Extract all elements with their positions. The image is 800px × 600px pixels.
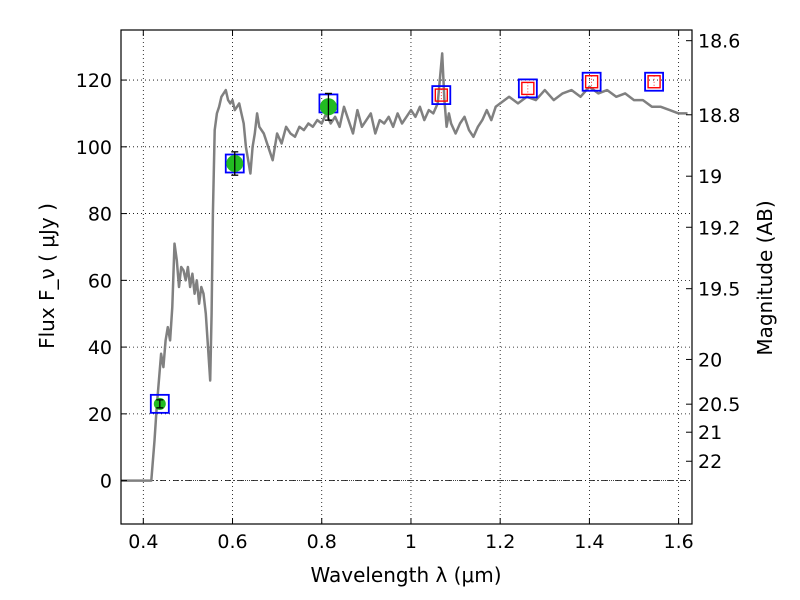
model-box-series (149, 71, 664, 414)
y-tick-label: 80 (88, 204, 112, 226)
y-tick-label: 100 (76, 137, 112, 159)
right-tick-label: 18.8 (698, 105, 740, 127)
right-tick-label: 19 (698, 166, 722, 188)
model-box-marker (149, 393, 170, 414)
right-tick-label: 20.5 (698, 394, 740, 416)
model-box-marker (431, 85, 452, 105)
x-axis-label: Wavelength λ (μm) (310, 563, 501, 587)
x-tick-label: 0.4 (128, 531, 158, 553)
right-tick-label: 21 (698, 422, 722, 444)
y-tick-label: 20 (88, 404, 112, 426)
x-tick-label: 0.8 (307, 531, 337, 553)
y-tick-label: 60 (88, 270, 112, 292)
upper-limit-series (434, 75, 661, 102)
right-axis-ticks: 18.6 18.8 19 19.2 19.5 20 20.5 21 22 (686, 31, 740, 473)
right-tick-label: 18.6 (698, 31, 740, 53)
right-axis-label: Magnitude (AB) (753, 200, 777, 355)
y-axis-ticks: 0 20 40 60 80 100 120 (76, 70, 127, 493)
grid-lines (121, 30, 692, 524)
y-tick-label: 0 (100, 471, 112, 493)
right-tick-label: 22 (698, 451, 722, 473)
x-tick-label: 1.6 (664, 531, 694, 553)
x-tick-label: 1.4 (574, 531, 604, 553)
model-box-marker (517, 78, 538, 99)
model-box-marker (644, 71, 664, 92)
observed-flux-series (153, 92, 337, 410)
plot-frame (120, 29, 693, 525)
x-tick-label: 1.2 (485, 531, 515, 553)
y-axis-label: Flux F_ν ( μJy ) (35, 203, 59, 349)
x-tick-label: 0.6 (217, 531, 247, 553)
x-tick-label: 1 (405, 531, 417, 553)
y-tick-label: 120 (76, 70, 112, 92)
x-axis-ticks: 0.4 0.6 0.8 1 1.2 1.4 1.6 (128, 30, 694, 553)
spectrum-line (121, 52, 688, 482)
y-tick-label: 40 (88, 337, 112, 359)
right-tick-label: 19.2 (698, 217, 740, 239)
right-tick-label: 20 (698, 349, 722, 371)
right-tick-label: 19.5 (698, 279, 740, 301)
spectrum-series (121, 52, 688, 482)
model-box-marker (581, 71, 602, 92)
